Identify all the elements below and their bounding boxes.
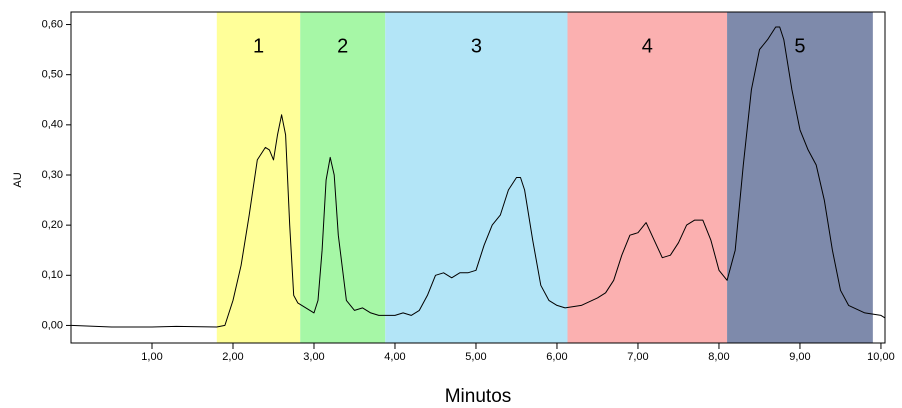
x-tick-label: 5,00: [465, 351, 486, 363]
trace: [70, 26, 886, 328]
region-label: 5: [794, 35, 805, 57]
x-tick-label: 7,00: [627, 351, 648, 363]
region: [567, 12, 728, 343]
region-label: 3: [471, 35, 482, 57]
y-tick-label: 0,20: [42, 219, 63, 231]
y-tick-label: 0,60: [42, 18, 63, 30]
region: [216, 12, 301, 343]
x-tick-label: 9,00: [789, 351, 810, 363]
region-label: 2: [337, 35, 348, 57]
region-label: 4: [642, 35, 653, 57]
region: [727, 12, 873, 343]
plot-frame: [70, 11, 886, 344]
y-tick-label: 0,40: [42, 119, 63, 131]
x-tick-label: 4,00: [384, 351, 405, 363]
region: [300, 12, 386, 343]
x-tick-label: 6,00: [546, 351, 567, 363]
x-tick-label: 3,00: [303, 351, 324, 363]
x-tick-label: 10,00: [867, 351, 895, 363]
x-axis-title: Minutos: [445, 386, 512, 407]
region: [385, 12, 568, 343]
x-tick-label: 1,00: [141, 351, 162, 363]
x-tick-label: 2,00: [222, 351, 243, 363]
x-tick-label: 8,00: [708, 351, 729, 363]
region-label: 1: [253, 35, 264, 57]
regions: [216, 12, 873, 343]
y-tick-label: 0,50: [42, 69, 63, 81]
y-tick-label: 0,30: [42, 169, 63, 181]
y-tick-label: 0,00: [42, 319, 63, 331]
y-tick-label: 0,10: [42, 269, 63, 281]
y-axis-title: AU: [12, 172, 24, 187]
